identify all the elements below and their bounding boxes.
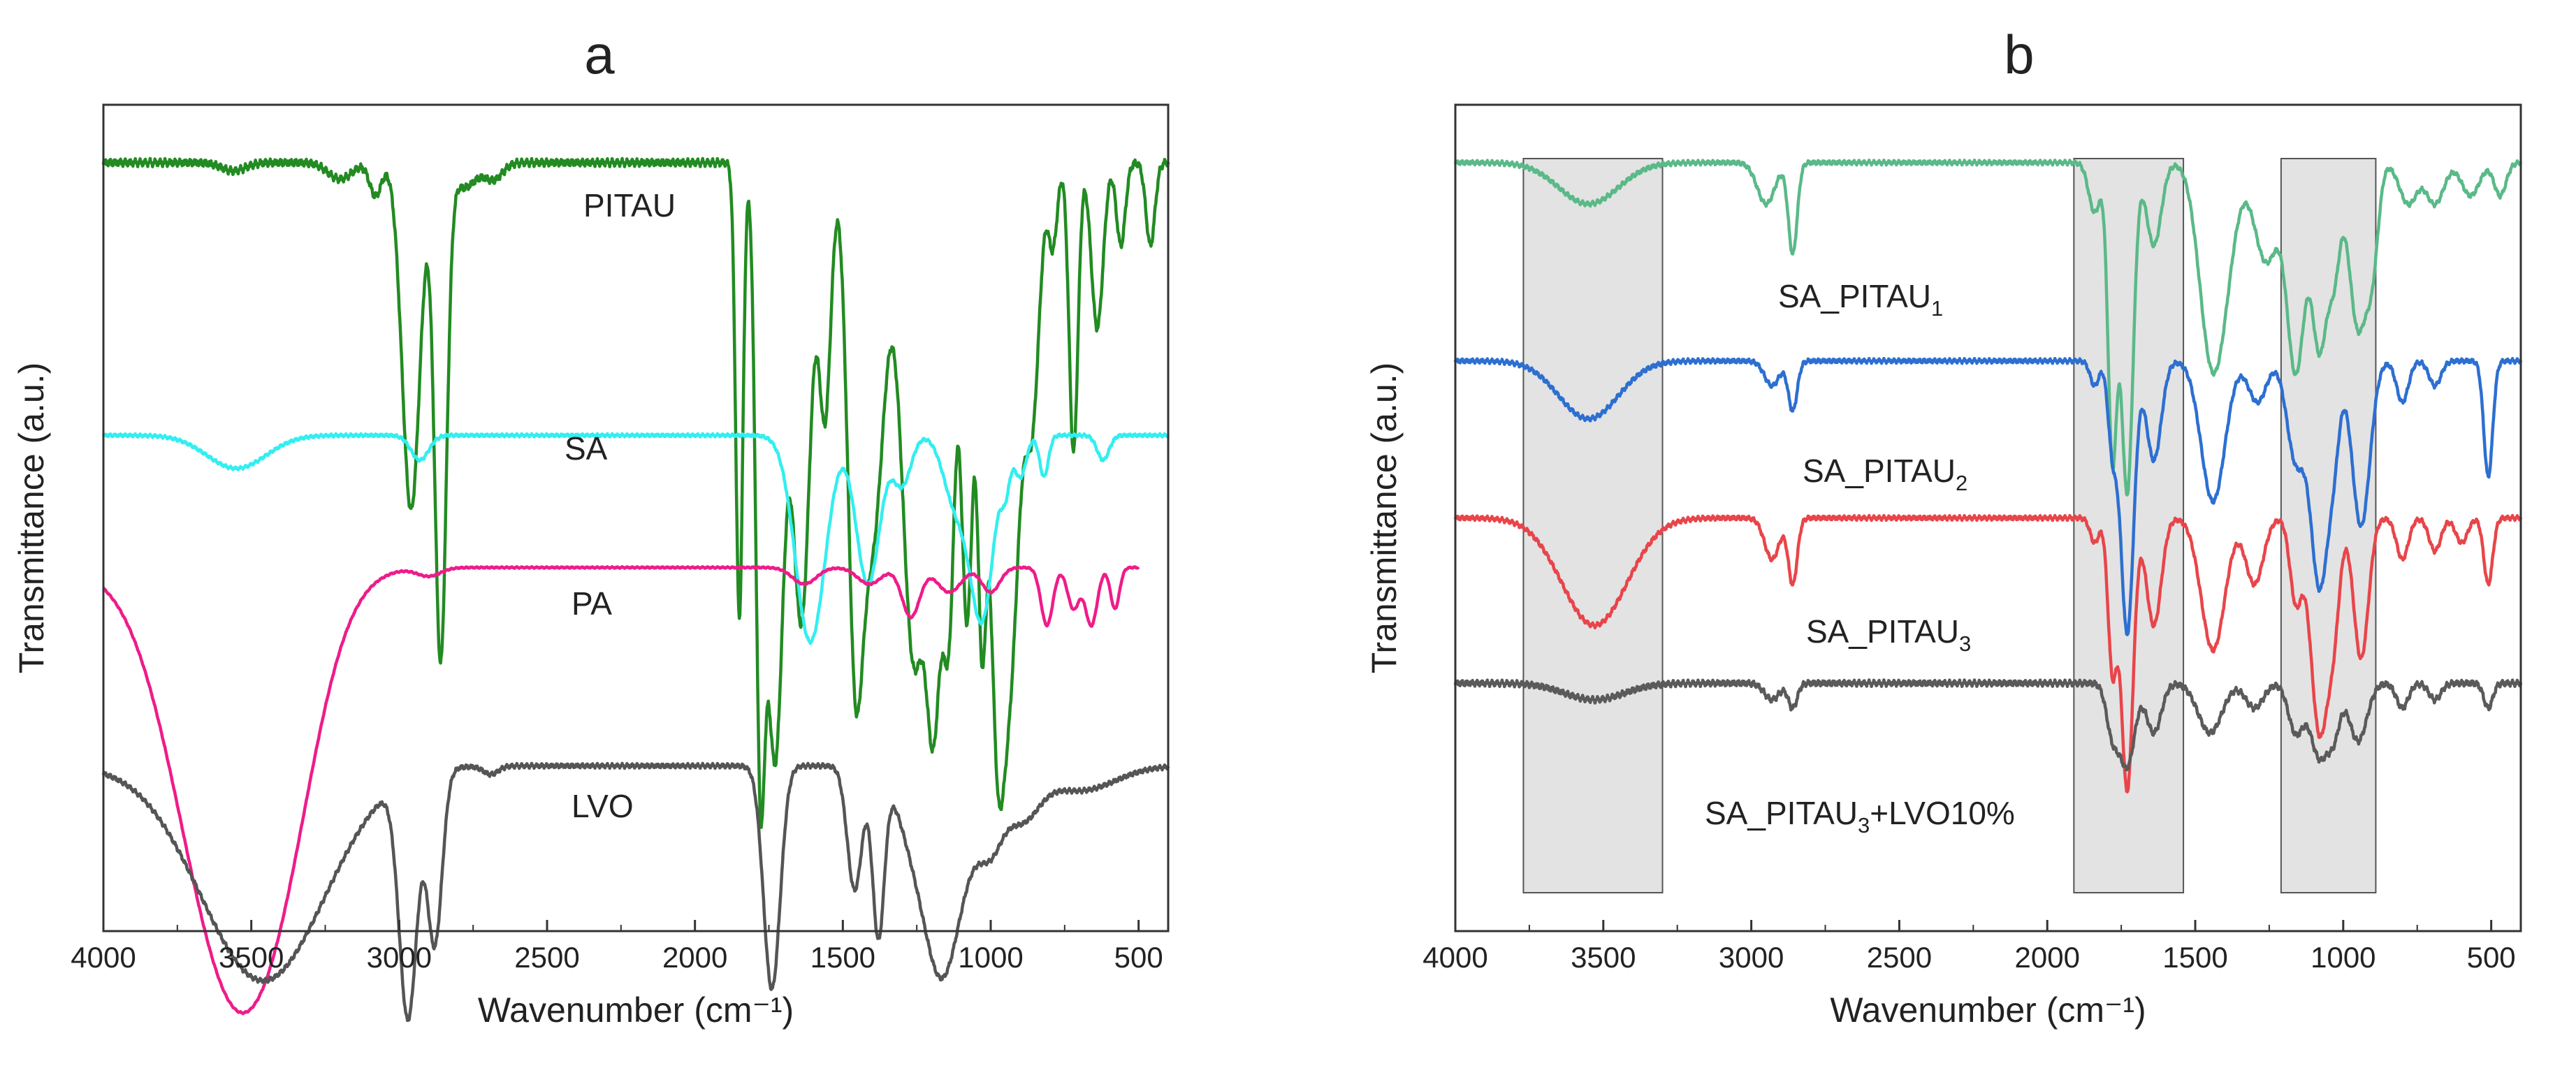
x-axis-title: Wavenumber (cm⁻¹) — [1830, 990, 2146, 1030]
x-tick-label: 1000 — [2311, 941, 2375, 974]
series-line-pa — [102, 565, 1140, 1016]
x-tick-label: 2000 — [2015, 941, 2080, 974]
x-tick-label: 2500 — [1867, 941, 1932, 974]
series-label-subscript: 3 — [1858, 813, 1870, 838]
series-label-pa: PA — [572, 585, 612, 622]
plot-frame — [102, 103, 1170, 933]
y-axis-title: Transmittance (a.u.) — [1365, 363, 1404, 674]
series-label-sa-pitau3: SA_PITAU3 — [1806, 613, 1971, 656]
x-tick-label: 1000 — [958, 941, 1023, 974]
chart-panel-a: a PITAU SA PA LVO 4000 3500 3000 2500 2000 1500 100… — [12, 24, 1170, 1030]
plot-frame — [1454, 103, 2522, 933]
series-label-pitau: PITAU — [583, 187, 676, 224]
x-tick-label: 1500 — [2162, 941, 2227, 974]
highlight-region-1 — [1522, 158, 1664, 893]
series-line-sa-pitau3-lvo10- — [1453, 678, 2523, 772]
series-line-sa-pitau3 — [1453, 513, 2523, 794]
series-line-sa-pitau1 — [1453, 159, 2523, 497]
y-axis-title: Transmittance (a.u.) — [12, 363, 51, 674]
series-label-text: SA_PITAU — [1806, 613, 1959, 650]
series-label-sa-pitau2: SA_PITAU2 — [1803, 453, 1967, 495]
x-tick-label: 1500 — [810, 941, 875, 974]
x-tick-label: 3000 — [367, 941, 432, 974]
x-tick-label: 500 — [1114, 941, 1163, 974]
x-tick-label: 2500 — [514, 941, 579, 974]
series-label-text: SA_PITAU — [1778, 278, 1931, 314]
series-line-sa-pitau2 — [1453, 356, 2523, 636]
x-tick-label: 2000 — [662, 941, 727, 974]
series-label-subscript: 1 — [1931, 296, 1943, 321]
series-label-suffix: +LVO10% — [1870, 795, 2015, 831]
x-tick-label: 3500 — [219, 941, 284, 974]
x-axis-title: Wavenumber (cm⁻¹) — [478, 990, 794, 1030]
panel-letter: a — [584, 24, 615, 85]
x-tick-label: 3000 — [1719, 941, 1784, 974]
series-line-pitau — [101, 156, 1170, 829]
panel-letter: b — [2004, 24, 2034, 85]
series-label-sa-pitau1: SA_PITAU1 — [1778, 278, 1943, 321]
chart-panel-b: bSA_PITAU1SA_PITAU2SA_PITAU3SA_PITAU3+LV… — [1365, 24, 2523, 1030]
series-line-sa — [101, 432, 1170, 645]
series-label-text: SA_PITAU — [1803, 453, 1956, 489]
series-label-subscript: 2 — [1956, 471, 1967, 495]
x-tick-label: 3500 — [1571, 941, 1636, 974]
series-label-sa-pitau3-lvo10-: SA_PITAU3+LVO10% — [1705, 795, 2015, 838]
series-label-text: SA_PITAU — [1705, 795, 1858, 831]
x-tick-label: 4000 — [1422, 941, 1487, 974]
series-line-lvo — [101, 761, 1170, 1023]
x-tick-label: 4000 — [71, 941, 136, 974]
series-label-sa: SA — [565, 430, 608, 467]
series-label-lvo: LVO — [572, 788, 634, 824]
x-tick-label: 500 — [2467, 941, 2516, 974]
series-label-subscript: 3 — [1959, 631, 1971, 656]
